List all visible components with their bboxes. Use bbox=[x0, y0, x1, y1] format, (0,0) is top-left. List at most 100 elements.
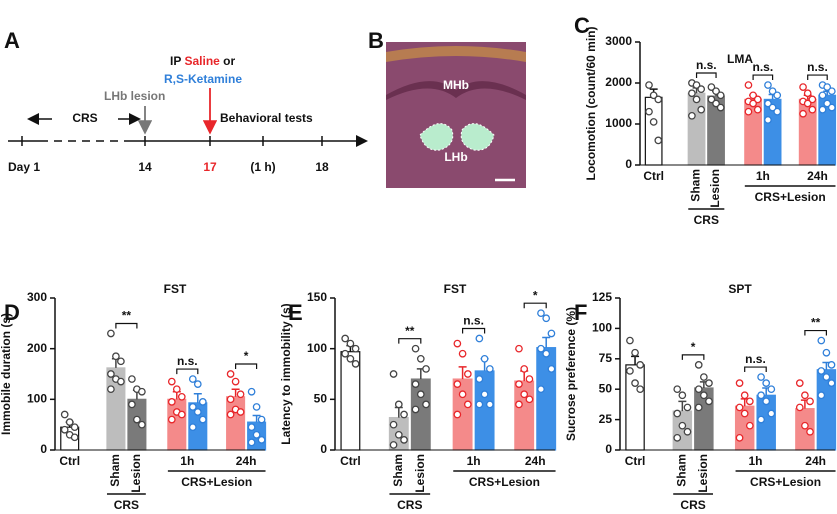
data-point bbox=[762, 379, 771, 387]
x-tick-label: Ctrl bbox=[643, 169, 664, 183]
group-label: 24h bbox=[807, 169, 828, 183]
group-label: 1h bbox=[748, 454, 762, 468]
data-point bbox=[107, 385, 115, 394]
data-point bbox=[167, 377, 176, 386]
data-point bbox=[803, 99, 812, 108]
data-point bbox=[631, 379, 639, 387]
significance-label: n.s. bbox=[177, 354, 198, 368]
data-point bbox=[411, 405, 420, 414]
significance-bracket bbox=[235, 363, 258, 369]
data-point bbox=[475, 375, 484, 383]
chart-title: LMA bbox=[727, 52, 753, 66]
x-tick-label: Ctrl bbox=[625, 454, 646, 468]
data-point bbox=[226, 410, 235, 419]
data-point bbox=[257, 415, 266, 424]
significance-label: n.s. bbox=[753, 60, 774, 74]
data-point bbox=[411, 380, 420, 388]
data-point bbox=[683, 427, 692, 436]
condition-label: CRS+Lesion bbox=[469, 475, 540, 489]
bar bbox=[687, 92, 706, 166]
data-point bbox=[351, 344, 360, 353]
day-label: 18 bbox=[315, 160, 329, 174]
y-tick-label: 0 bbox=[40, 442, 47, 456]
data-point bbox=[453, 410, 462, 419]
data-point bbox=[198, 415, 207, 424]
data-point bbox=[400, 410, 408, 419]
bar bbox=[474, 370, 495, 451]
chart-title: FST bbox=[444, 282, 467, 296]
histology: B MHb LHb bbox=[368, 28, 526, 188]
group-label: 24h bbox=[805, 454, 826, 468]
bar bbox=[644, 96, 663, 166]
data-point bbox=[773, 91, 782, 100]
data-point bbox=[817, 336, 826, 345]
data-point bbox=[823, 99, 832, 108]
data-point bbox=[795, 379, 804, 387]
data-point bbox=[422, 400, 430, 409]
data-point bbox=[177, 392, 186, 401]
bar bbox=[536, 347, 557, 451]
data-point bbox=[389, 441, 398, 449]
data-point bbox=[735, 379, 744, 387]
data-point bbox=[806, 427, 814, 436]
data-point bbox=[458, 349, 467, 358]
data-point bbox=[649, 91, 658, 100]
panel-letter: D bbox=[4, 300, 20, 325]
region-label: LHb bbox=[444, 150, 467, 164]
data-point bbox=[764, 99, 772, 108]
y-tick-label: 150 bbox=[307, 290, 327, 304]
x-tick-label: Lesion bbox=[696, 454, 710, 493]
error-bar bbox=[231, 388, 240, 397]
condition-label: CRS bbox=[694, 213, 719, 227]
data-point bbox=[458, 390, 467, 399]
condition-label: CRS bbox=[397, 498, 422, 512]
data-point bbox=[485, 400, 494, 409]
data-point bbox=[764, 116, 772, 124]
significance-bracket bbox=[744, 366, 767, 373]
data-point bbox=[740, 409, 749, 418]
data-point bbox=[768, 103, 777, 112]
data-point bbox=[65, 418, 74, 426]
group-label: 24h bbox=[525, 454, 546, 468]
x-tick-label: Ctrl bbox=[59, 454, 80, 468]
data-point bbox=[823, 83, 832, 91]
data-point bbox=[818, 91, 827, 100]
error-bar bbox=[542, 336, 551, 348]
data-point bbox=[712, 87, 720, 96]
data-point bbox=[542, 314, 551, 323]
data-point bbox=[694, 385, 703, 394]
data-point bbox=[515, 380, 523, 388]
y-tick-label: 1000 bbox=[605, 116, 632, 130]
data-point bbox=[520, 390, 529, 399]
data-point bbox=[346, 339, 355, 348]
ketamine: R,S-Ketamine bbox=[164, 72, 242, 86]
data-point bbox=[252, 430, 261, 439]
data-point bbox=[416, 390, 425, 399]
data-point bbox=[740, 391, 749, 400]
data-point bbox=[475, 400, 484, 409]
significance-label: ** bbox=[405, 324, 415, 338]
x-tick-label: Sham bbox=[675, 454, 689, 487]
data-point bbox=[683, 403, 692, 412]
condition-label: CRS+Lesion bbox=[750, 475, 821, 489]
ip-line: IP Saline or bbox=[170, 54, 236, 68]
data-point bbox=[694, 403, 703, 412]
panel-letter: B bbox=[368, 28, 384, 53]
data-point bbox=[231, 377, 240, 386]
data-point bbox=[112, 352, 120, 361]
data-point bbox=[193, 380, 202, 388]
day-label: (1 h) bbox=[250, 160, 275, 174]
data-point bbox=[806, 397, 814, 406]
crs-label: CRS bbox=[72, 111, 97, 125]
data-point bbox=[707, 83, 716, 91]
data-point bbox=[167, 398, 176, 406]
data-point bbox=[188, 375, 197, 383]
data-point bbox=[645, 107, 653, 116]
x-tick-label: Sham bbox=[391, 454, 405, 487]
data-point bbox=[697, 105, 706, 114]
data-point bbox=[795, 403, 804, 412]
data-point bbox=[389, 420, 398, 429]
data-point bbox=[453, 380, 462, 388]
data-point bbox=[138, 387, 146, 396]
data-point bbox=[757, 415, 765, 424]
